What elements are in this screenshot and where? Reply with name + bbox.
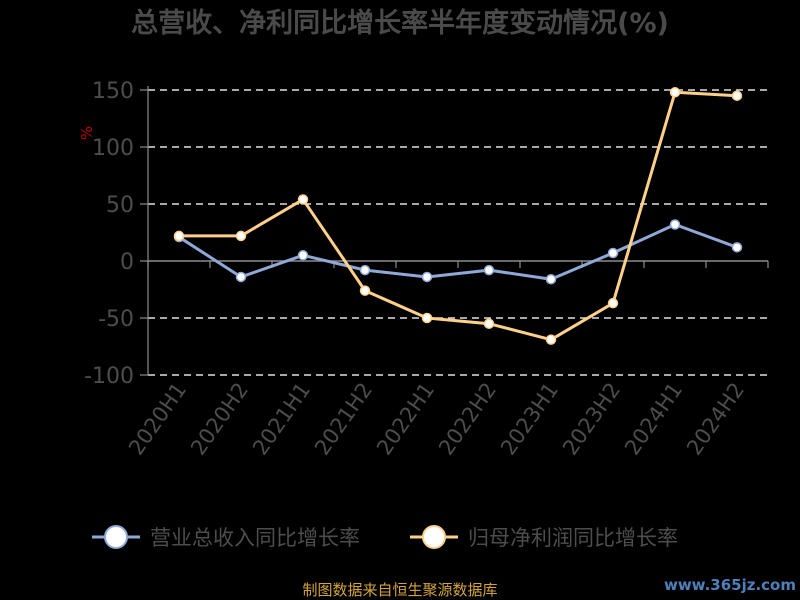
y-tick-label: 0 xyxy=(120,250,134,275)
x-tick-label: 2020H2 xyxy=(186,378,253,459)
data-point xyxy=(359,285,371,296)
axes xyxy=(140,86,769,376)
y-tick-labels: 150 100 50 0 -50 -100 xyxy=(84,79,134,389)
x-tick-label: 2022H1 xyxy=(372,378,439,459)
data-point xyxy=(235,271,247,283)
data-point xyxy=(421,312,433,324)
x-tick-label: 2021H1 xyxy=(248,378,315,459)
y-tick-label: -50 xyxy=(98,307,134,332)
y-tick-label: 100 xyxy=(92,136,134,161)
x-tick-labels: 2020H12020H22021H12021H22022H12022H22023… xyxy=(124,378,749,459)
x-tick-label: 2020H1 xyxy=(124,378,191,459)
legend-label: 归母净利润同比增长率 xyxy=(468,526,678,550)
data-point xyxy=(359,264,371,276)
data-point xyxy=(173,230,185,242)
data-point xyxy=(607,247,619,259)
y-tick-label: -100 xyxy=(84,364,134,389)
data-point xyxy=(731,90,743,101)
x-tick-label: 2021H2 xyxy=(310,378,377,459)
y-tick-label: 50 xyxy=(106,193,134,218)
y-tick-label: 150 xyxy=(92,79,134,104)
data-point xyxy=(297,194,309,205)
watermark-logo: www.365jz.com xyxy=(664,576,796,594)
data-point xyxy=(731,242,743,253)
data-point xyxy=(545,334,557,345)
data-point xyxy=(297,250,309,261)
y-axis-unit-label: % xyxy=(78,126,96,140)
data-series xyxy=(173,87,743,345)
gridlines xyxy=(148,89,768,376)
series-line-0 xyxy=(178,223,738,281)
data-point xyxy=(421,271,433,283)
data-point xyxy=(607,297,619,309)
data-point xyxy=(483,264,495,276)
legend-label: 营业总收入同比增长率 xyxy=(150,526,360,550)
legend-swatch-marker xyxy=(422,525,446,549)
x-tick-label: 2022H2 xyxy=(434,378,501,459)
data-point xyxy=(483,318,495,329)
x-tick-label: 2023H1 xyxy=(496,378,563,459)
series-line-1 xyxy=(179,90,738,342)
x-tick-label: 2024H1 xyxy=(620,378,687,459)
legend-swatch-marker xyxy=(104,525,128,549)
data-point xyxy=(669,87,681,98)
data-point xyxy=(235,230,247,242)
chart-title: 总营收、净利同比增长率半年度变动情况(%) xyxy=(131,7,669,39)
data-source-note: 制图数据来自恒生聚源数据库 xyxy=(302,581,497,599)
x-tick-label: 2023H2 xyxy=(558,378,625,459)
legend: 营业总收入同比增长率 归母净利润同比增长率 xyxy=(92,525,678,550)
data-point xyxy=(669,219,681,230)
data-point xyxy=(545,273,557,285)
x-tick-label: 2024H2 xyxy=(682,378,749,459)
